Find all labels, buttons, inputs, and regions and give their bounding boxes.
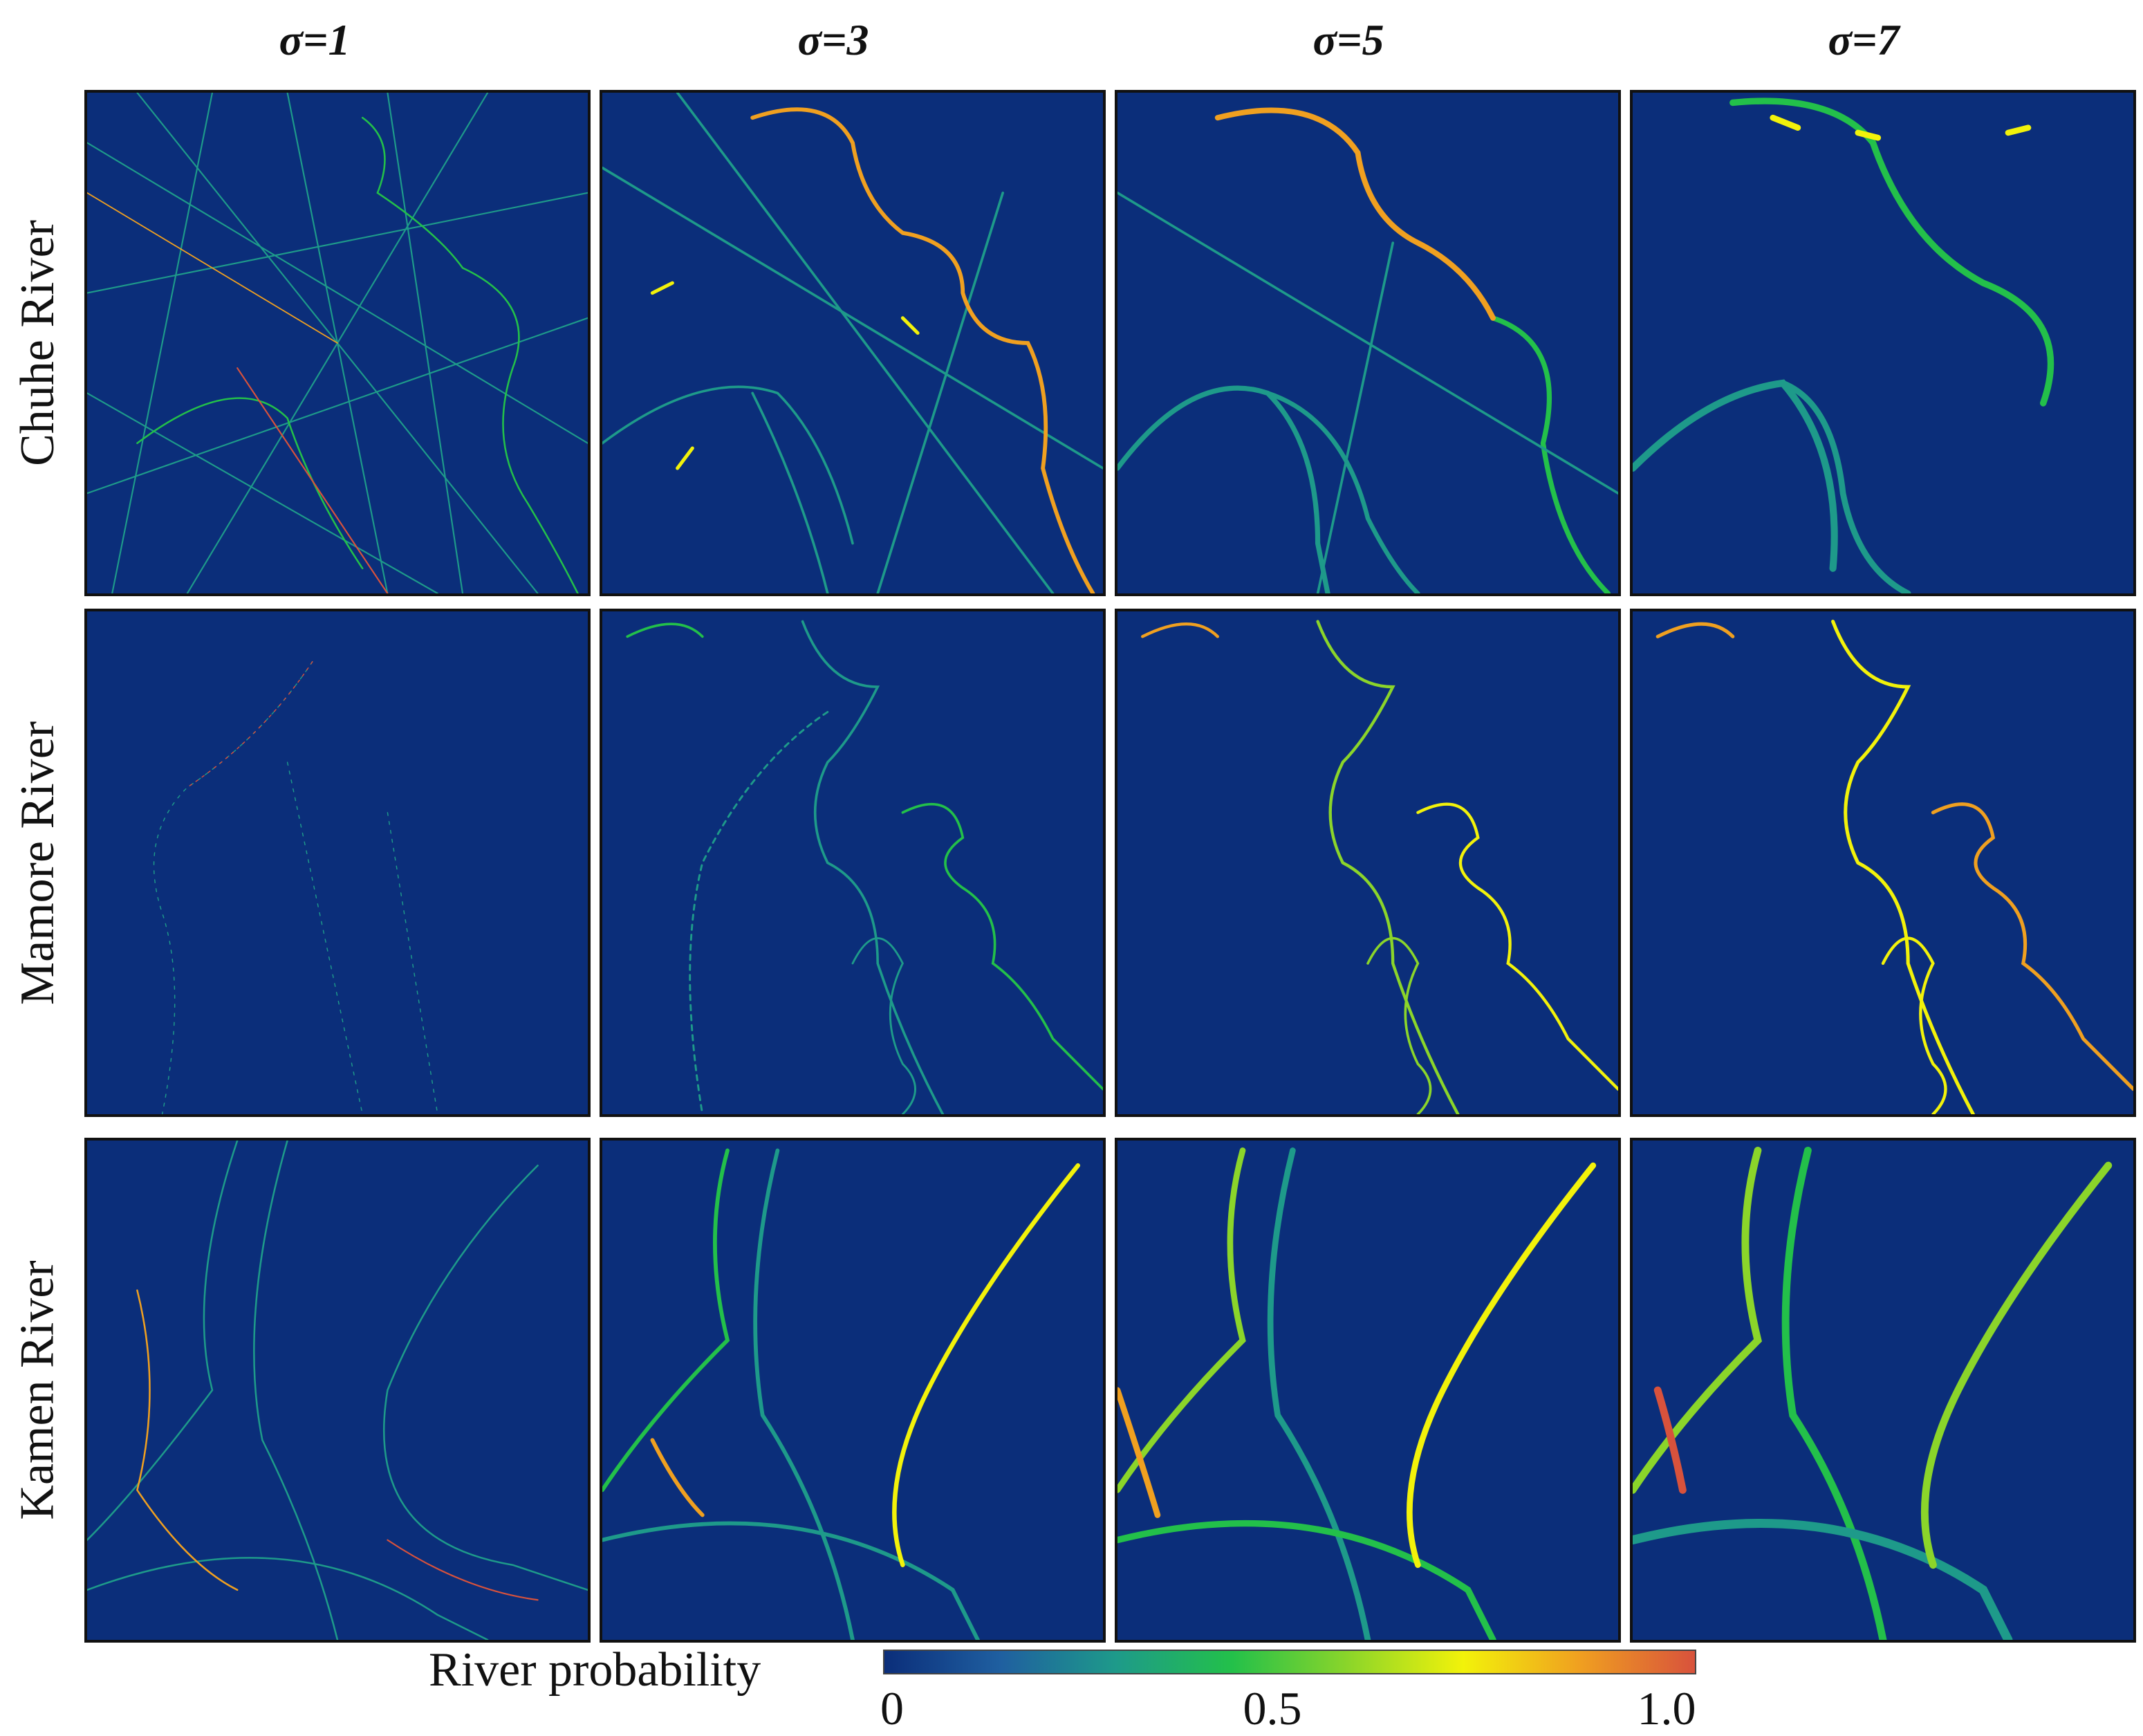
chuhe-sigma-1-panel <box>84 90 591 596</box>
chuhe-sigma-3-panel <box>600 90 1106 596</box>
colorbar-tick-0-5: 0.5 <box>1243 1682 1302 1735</box>
colorbar <box>883 1650 1696 1674</box>
kamen-sigma-1-panel <box>84 1138 591 1643</box>
mamore-sigma-3-panel <box>600 609 1106 1117</box>
kamen-sigma-5-panel <box>1115 1138 1621 1643</box>
colorbar-tick-0: 0 <box>880 1682 904 1735</box>
row-header-kamen: Kamen River <box>11 1260 64 1520</box>
mamore-sigma-5-panel <box>1115 609 1621 1117</box>
colorbar-label: River probability <box>429 1643 761 1697</box>
mamore-sigma-1-panel <box>84 609 591 1117</box>
column-header-sigma-1: σ=1 <box>279 15 351 64</box>
kamen-sigma-7-panel <box>1630 1138 2136 1643</box>
column-header-sigma-5: σ=5 <box>1312 15 1384 64</box>
row-header-chuhe: Chuhe River <box>11 220 64 466</box>
column-header-sigma-3: σ=3 <box>797 15 869 64</box>
colorbar-tick-1-0: 1.0 <box>1637 1682 1696 1735</box>
chuhe-sigma-5-panel <box>1115 90 1621 596</box>
column-header-sigma-7: σ=7 <box>1828 15 1900 64</box>
row-header-mamore: Mamore River <box>11 721 64 1005</box>
chuhe-sigma-7-panel <box>1630 90 2136 596</box>
mamore-sigma-7-panel <box>1630 609 2136 1117</box>
kamen-sigma-3-panel <box>600 1138 1106 1643</box>
